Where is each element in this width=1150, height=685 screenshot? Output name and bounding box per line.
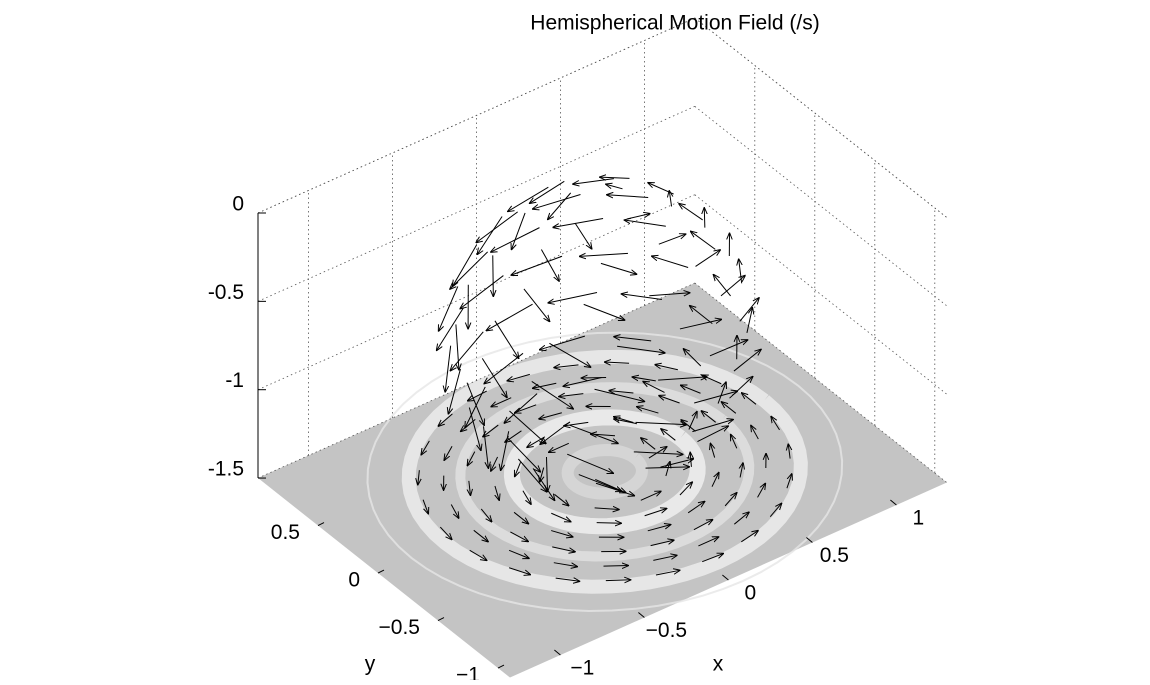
arrow (740, 298, 759, 321)
y-tick-label: −1 (456, 664, 480, 680)
x-axis-label: x (713, 653, 724, 676)
x-tick-label: 0 (745, 582, 757, 605)
z-tick-label: 0 (232, 193, 244, 216)
arrow (530, 181, 565, 203)
grid-line (695, 18, 947, 218)
arrow (437, 308, 464, 351)
arrow (548, 193, 571, 220)
arrow (679, 204, 703, 220)
z-tick-label: -1 (225, 369, 244, 392)
arrow (476, 212, 518, 243)
y-tick-label: 0.5 (271, 521, 300, 544)
arrow (607, 195, 648, 198)
arrow (575, 223, 592, 249)
arrow (604, 566, 629, 567)
y-tick-label: 0 (348, 569, 360, 592)
box-edge (258, 18, 695, 213)
arrow (704, 208, 705, 228)
y-tick-label: −0.5 (379, 616, 420, 639)
arrow (580, 253, 628, 256)
arrow (493, 255, 494, 296)
arrow (659, 234, 686, 244)
z-tick-label: -0.5 (208, 281, 244, 304)
arrow (548, 293, 597, 303)
arrow (439, 286, 458, 331)
x-tick-label: 0.5 (820, 544, 849, 567)
arrow (445, 346, 451, 392)
arrow (652, 256, 688, 267)
x-tick-label: 1 (913, 507, 925, 530)
floor (258, 283, 947, 678)
arrow (691, 231, 716, 249)
arrow (486, 304, 532, 330)
arrow (541, 249, 559, 281)
arrow (581, 377, 606, 378)
arrow (627, 214, 650, 219)
arrow (606, 184, 623, 189)
arrow (696, 250, 721, 267)
arrow (624, 220, 665, 226)
arrow (511, 213, 525, 250)
x-tick-label: −0.5 (646, 619, 687, 642)
arrow (524, 289, 550, 322)
chart-title: Hemispherical Motion Field (/s) (530, 12, 819, 35)
box-edge (695, 18, 947, 218)
arrow (460, 276, 503, 309)
arrow (713, 275, 730, 296)
arrow (648, 183, 674, 194)
y-axis-label: y (365, 653, 376, 676)
arrow (621, 294, 661, 300)
z-tick-label: -1.5 (208, 458, 244, 481)
x-tick-label: −1 (570, 657, 594, 680)
arrow (600, 177, 630, 178)
arrow (553, 218, 603, 227)
arrow (495, 321, 519, 359)
arrow (597, 523, 622, 524)
arrow (601, 263, 637, 274)
grid-line (695, 106, 947, 306)
arrow (450, 332, 483, 371)
floor-image (258, 283, 947, 678)
arrow (508, 187, 549, 211)
arrow (584, 304, 625, 320)
arrow (573, 179, 614, 184)
arrow (491, 228, 540, 252)
